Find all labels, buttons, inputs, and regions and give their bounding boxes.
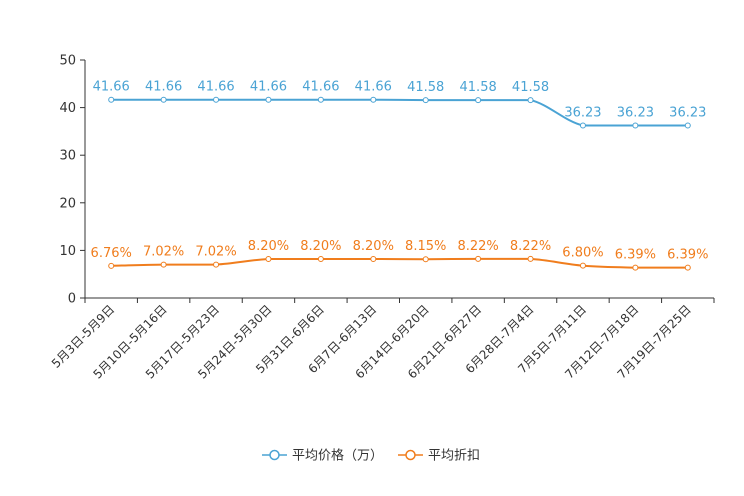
data-point[interactable] <box>684 122 691 129</box>
data-label: 36.23 <box>669 106 706 121</box>
data-label: 6.39% <box>667 248 708 263</box>
data-point[interactable] <box>422 256 429 263</box>
data-point[interactable] <box>684 264 691 271</box>
data-point[interactable] <box>213 261 220 268</box>
data-point[interactable] <box>108 96 115 103</box>
data-label: 41.66 <box>355 80 392 95</box>
data-point[interactable] <box>160 96 167 103</box>
legend-marker-icon <box>405 449 416 461</box>
data-point[interactable] <box>370 96 377 103</box>
data-label: 41.66 <box>302 80 339 95</box>
data-label: 8.20% <box>353 239 394 254</box>
data-point[interactable] <box>265 96 272 103</box>
y-tick-label: 10 <box>59 244 76 259</box>
data-label: 7.02% <box>143 245 184 260</box>
data-point[interactable] <box>317 96 324 103</box>
data-point[interactable] <box>579 262 586 269</box>
data-label: 41.58 <box>407 80 444 95</box>
legend-marker-icon <box>269 449 280 461</box>
data-label: 41.66 <box>93 80 130 95</box>
series-line-0 <box>111 98 688 127</box>
data-point[interactable] <box>422 97 429 104</box>
y-tick-label: 20 <box>59 196 76 211</box>
data-point[interactable] <box>632 122 639 129</box>
data-label: 8.22% <box>510 239 551 254</box>
y-tick-label: 40 <box>59 101 76 116</box>
legend-label: 平均折扣 <box>428 449 480 464</box>
data-point[interactable] <box>475 97 482 104</box>
data-label: 7.02% <box>195 245 236 260</box>
data-point[interactable] <box>108 262 115 269</box>
y-tick-label: 30 <box>59 149 76 164</box>
data-label: 8.15% <box>405 239 446 254</box>
axes: 010203040505月3日-5月9日5月10日-5月16日5月17日-5月2… <box>49 54 715 382</box>
data-point[interactable] <box>317 255 324 262</box>
data-label: 6.76% <box>91 246 132 261</box>
data-point[interactable] <box>579 122 586 129</box>
legend[interactable]: 平均价格（万） 平均折扣 <box>262 448 480 464</box>
data-label: 6.39% <box>615 248 656 263</box>
data-label: 41.58 <box>460 80 497 95</box>
data-label: 41.66 <box>197 80 234 95</box>
legend-item-1[interactable]: 平均折扣 <box>398 449 480 464</box>
data-label: 6.80% <box>562 246 603 261</box>
data-point[interactable] <box>370 255 377 262</box>
series-lines <box>108 96 691 271</box>
data-point[interactable] <box>527 97 534 104</box>
data-point[interactable] <box>160 261 167 268</box>
legend-label: 平均价格（万） <box>292 448 383 464</box>
data-point[interactable] <box>527 255 534 262</box>
data-label: 8.22% <box>457 239 498 254</box>
data-label: 41.66 <box>250 80 287 95</box>
data-point[interactable] <box>632 264 639 271</box>
series-line-1 <box>111 257 688 269</box>
data-point[interactable] <box>265 255 272 262</box>
data-label: 8.20% <box>248 239 289 254</box>
data-label: 8.20% <box>300 239 341 254</box>
data-label: 41.66 <box>145 80 182 95</box>
data-labels: 41.66 41.66 41.66 41.66 41.66 41.66 41.58 41.58… <box>91 80 709 263</box>
data-label: 41.58 <box>512 80 549 95</box>
data-label: 36.23 <box>617 106 654 121</box>
y-tick-label: 50 <box>59 54 76 69</box>
y-tick-label: 0 <box>68 292 76 307</box>
data-point[interactable] <box>475 255 482 262</box>
legend-item-0[interactable]: 平均价格（万） <box>262 448 383 464</box>
data-label: 36.23 <box>564 106 601 121</box>
data-point[interactable] <box>213 96 220 103</box>
